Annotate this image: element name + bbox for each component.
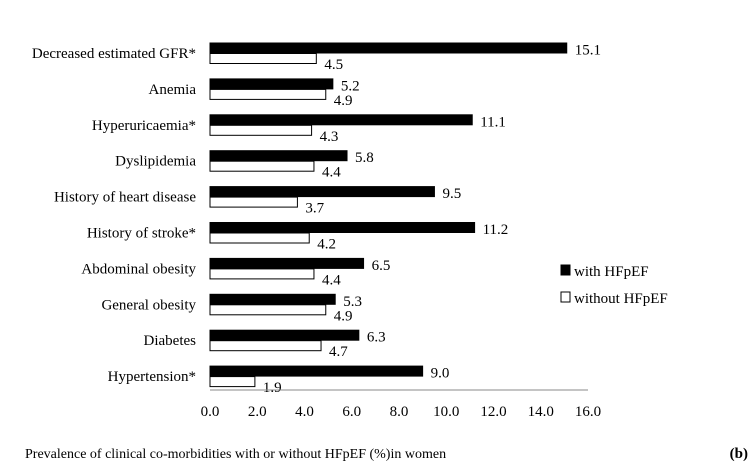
value-label-without: 4.9: [334, 308, 353, 324]
category-label: Decreased estimated GFR*: [32, 46, 196, 62]
x-tick-label: 0.0: [201, 404, 220, 420]
legend-swatch-with: [560, 264, 571, 276]
bar-with-hfpef: [209, 293, 336, 305]
bar-without-hfpef: [209, 304, 327, 316]
bar-without-hfpef: [209, 196, 298, 208]
bar-with-hfpef: [209, 78, 334, 90]
x-tick-label: 4.0: [295, 404, 314, 420]
value-label-without: 4.9: [334, 93, 353, 109]
x-tick-label: 14.0: [528, 404, 554, 420]
bar-with-hfpef: [209, 329, 360, 341]
x-tick-label: 12.0: [480, 404, 506, 420]
bar-without-hfpef: [209, 88, 327, 100]
category-label: Diabetes: [144, 333, 197, 349]
category-label: Hyperuricaemia*: [92, 118, 196, 134]
bar-without-hfpef: [209, 53, 317, 64]
bar-without-hfpef: [209, 376, 256, 388]
value-label-without: 1.9: [263, 380, 282, 396]
value-label-without: 4.7: [329, 344, 348, 360]
value-label-with: 11.1: [480, 114, 506, 130]
bar-with-hfpef: [209, 42, 568, 54]
value-label-with: 5.2: [341, 78, 360, 94]
value-label-without: 4.4: [322, 272, 341, 288]
value-label-with: 6.5: [372, 258, 391, 274]
bar-without-hfpef: [209, 124, 313, 136]
legend-label-without: without HFpEF: [574, 291, 668, 307]
x-tick-label: 2.0: [248, 404, 267, 420]
value-label-with: 9.0: [431, 366, 450, 382]
category-labels: Decreased estimated GFR* Anemia Hyperurica…: [32, 46, 197, 385]
bar-without-hfpef: [209, 340, 322, 352]
bars-group: [209, 42, 568, 388]
value-label-with: 6.3: [367, 330, 386, 346]
value-labels: 15.14.55.24.911.14.35.84.49.53.711.24.26…: [263, 43, 601, 397]
bar-with-hfpef: [209, 222, 476, 233]
legend-label-with: with HFpEF: [574, 264, 649, 280]
value-label-without: 3.7: [305, 201, 324, 217]
value-label-with: 5.3: [343, 294, 362, 310]
value-label-with: 15.1: [575, 43, 601, 59]
value-label-without: 4.5: [324, 57, 343, 73]
bar-without-hfpef: [209, 232, 310, 244]
legend-swatch-without: [560, 291, 571, 303]
value-label-with: 9.5: [442, 186, 461, 202]
bar-with-hfpef: [209, 257, 365, 269]
value-label-without: 4.4: [322, 165, 341, 181]
category-label: History of heart disease: [54, 190, 196, 206]
x-tick-label: 8.0: [390, 404, 409, 420]
bar-without-hfpef: [209, 268, 315, 280]
panel-label: (b): [730, 446, 748, 462]
x-tick-labels: 0.0 2.0 4.0 6.0 8.0 10.0 12.0 14.0 16.0: [201, 404, 602, 420]
x-tick-label: 6.0: [342, 404, 361, 420]
category-label: General obesity: [101, 297, 196, 313]
bar-with-hfpef: [209, 114, 473, 126]
value-label-without: 4.3: [320, 129, 339, 145]
category-label: Anemia: [149, 82, 197, 98]
category-label: Dyslipidemia: [115, 154, 196, 170]
legend: with HFpEF without HFpEF: [560, 264, 668, 307]
x-tick-label: 16.0: [575, 404, 601, 420]
x-axis-label: Prevalence of clinical co-morbidities wi…: [25, 447, 446, 462]
category-label: Hypertension*: [108, 369, 196, 385]
bar-with-hfpef: [209, 365, 424, 377]
value-label-with: 5.8: [355, 150, 374, 166]
category-label: History of stroke*: [87, 226, 196, 242]
value-label-without: 4.2: [317, 237, 336, 253]
bar-with-hfpef: [209, 186, 435, 198]
category-label: Abdominal obesity: [81, 261, 196, 277]
x-tick-label: 10.0: [433, 404, 459, 420]
bar-without-hfpef: [209, 160, 315, 172]
bar-with-hfpef: [209, 150, 348, 162]
value-label-with: 11.2: [483, 222, 509, 238]
